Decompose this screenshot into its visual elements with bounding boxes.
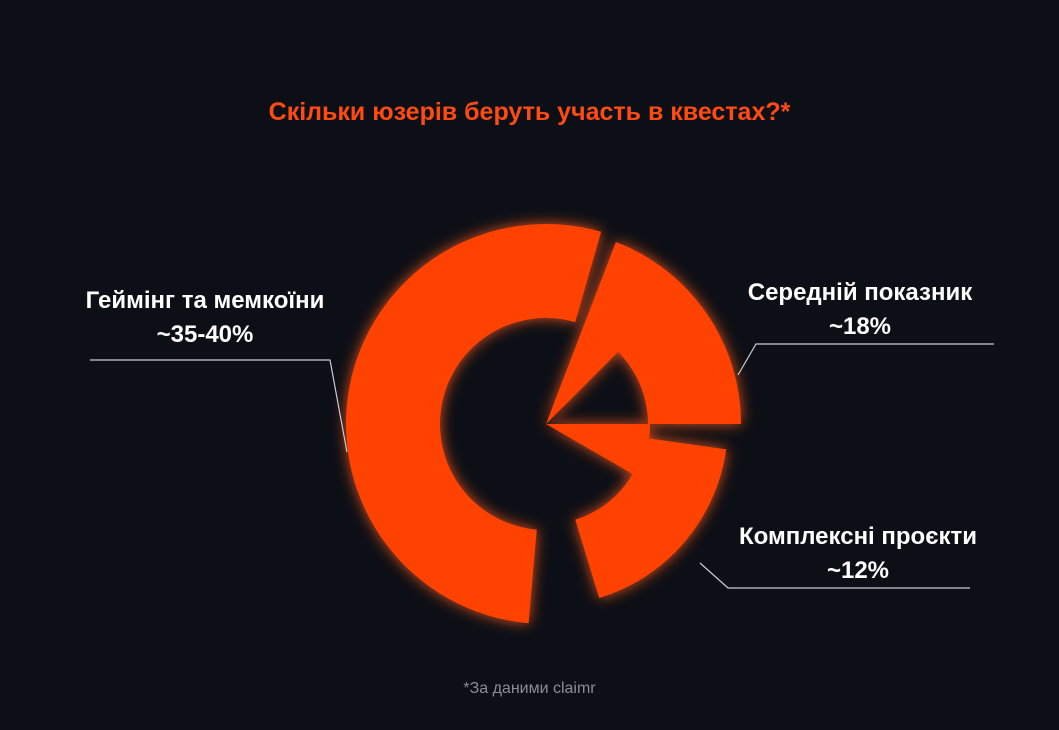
- slice-complex: [575, 437, 727, 599]
- slice-value-gaming: ~35-40%: [156, 321, 254, 348]
- slice-category-average: Середній показник: [747, 279, 973, 306]
- chart-title: Скільки юзерів беруть участь в квестах?*: [268, 98, 791, 126]
- slice-gaming: [345, 224, 602, 624]
- leader-line-average: [737, 343, 994, 376]
- slice-label-gaming: Геймінг та мемкоїни ~35-40%: [55, 284, 355, 352]
- slice-value-average: ~18%: [828, 313, 892, 340]
- leader-line-gaming: [90, 359, 348, 453]
- slice-value-complex: ~12%: [826, 557, 890, 584]
- slice-inner-wedge-2: [546, 424, 650, 476]
- slice-category-complex: Комплексні проєкти: [739, 523, 977, 550]
- slice-label-average: Середній показник ~18%: [710, 276, 1010, 344]
- slice-label-complex: Комплексні проєкти ~12%: [708, 520, 1008, 588]
- slice-category-gaming: Геймінг та мемкоїни: [85, 287, 325, 314]
- leader-line-complex: [699, 562, 970, 589]
- slice-average: [582, 241, 741, 424]
- source-note: *За даними claimr: [463, 680, 596, 697]
- slice-inner-wedge-1: [546, 325, 621, 424]
